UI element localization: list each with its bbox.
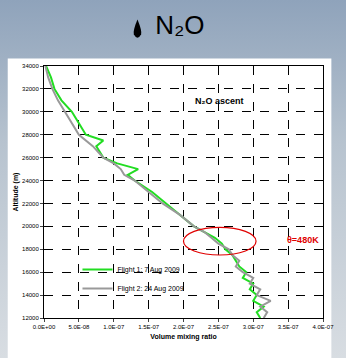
svg-text:12000: 12000 <box>22 315 39 321</box>
svg-text:20000: 20000 <box>22 223 39 229</box>
svg-text:0.0E+00: 0.0E+00 <box>33 324 56 330</box>
svg-text:Altitude (m): Altitude (m) <box>12 173 20 212</box>
svg-text:Flight 2: 24 Aug 2009: Flight 2: 24 Aug 2009 <box>117 285 183 293</box>
svg-text:1.0E-07: 1.0E-07 <box>103 324 125 330</box>
svg-text:30000: 30000 <box>22 109 39 115</box>
svg-text:2.5E-07: 2.5E-07 <box>208 324 230 330</box>
svg-text:34000: 34000 <box>22 63 39 69</box>
svg-text:θ=480K: θ=480K <box>287 235 319 245</box>
svg-text:2.0E-07: 2.0E-07 <box>173 324 195 330</box>
svg-text:Volume mixing ratio: Volume mixing ratio <box>150 333 216 341</box>
svg-text:N₂O ascent: N₂O ascent <box>195 96 244 106</box>
svg-text:14000: 14000 <box>22 292 39 298</box>
svg-text:3.5E-07: 3.5E-07 <box>278 324 300 330</box>
svg-text:16000: 16000 <box>22 269 39 275</box>
svg-text:N₂O: N₂O <box>155 10 204 40</box>
svg-text:28000: 28000 <box>22 132 39 138</box>
svg-text:18000: 18000 <box>22 246 39 252</box>
svg-text:22000: 22000 <box>22 201 39 207</box>
svg-text:32000: 32000 <box>22 86 39 92</box>
svg-text:3.0E-07: 3.0E-07 <box>243 324 265 330</box>
svg-text:4.0E-07: 4.0E-07 <box>312 324 334 330</box>
svg-text:26000: 26000 <box>22 155 39 161</box>
svg-text:Flight 1: 7 Aug 2009: Flight 1: 7 Aug 2009 <box>117 266 179 274</box>
svg-text:24000: 24000 <box>22 178 39 184</box>
svg-text:1.5E-07: 1.5E-07 <box>138 324 160 330</box>
svg-text:5.0E-08: 5.0E-08 <box>68 324 90 330</box>
